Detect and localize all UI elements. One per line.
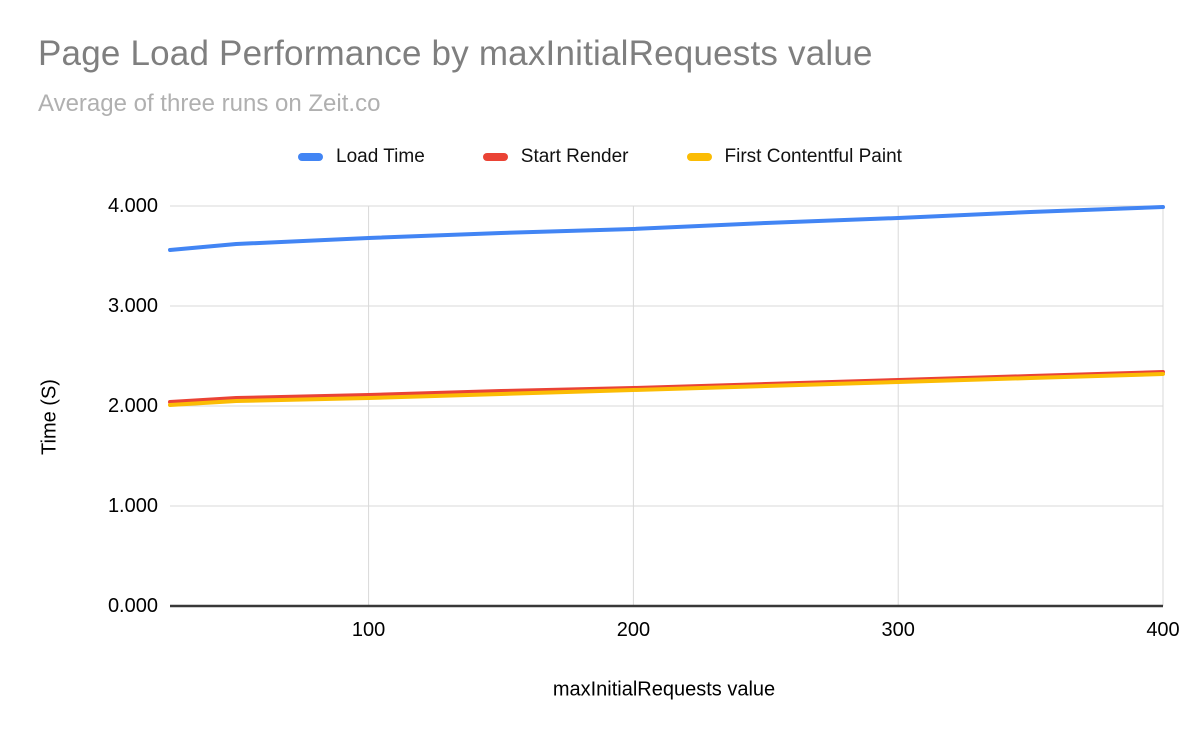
y-tick-label: 2.000 [107,395,158,417]
y-tick-label: 3.000 [107,295,158,317]
legend-item-start-render: Start Render [482,146,629,168]
chart-subtitle: Average of three runs on Zeit.co [38,90,381,117]
legend-item-first-contentful-paint: First Contentful Paint [686,146,902,168]
legend-label: Load Time [336,146,425,167]
start-render-swatch-icon [482,153,508,161]
legend-item-load-time: Load Time [298,146,425,168]
y-tick-label: 4.000 [107,195,158,217]
chart-title: Page Load Performance by maxInitialReque… [38,34,873,73]
legend: Load Time Start Render First Contentful … [0,143,1200,171]
y-tick-label: 1.000 [107,495,158,517]
y-tick-label: 0.000 [107,595,158,617]
legend-label: Start Render [520,146,629,167]
y-axis-title: Time (S) [38,379,61,455]
x-axis-title: maxInitialRequests value [552,678,776,701]
series-line-load-time [168,205,1165,252]
load-time-swatch-icon [298,153,324,161]
legend-label: First Contentful Paint [724,146,902,167]
x-tick-label: 400 [1146,619,1180,641]
first-contentful-paint-swatch-icon [686,153,712,161]
series-line-first-contentful-paint [168,372,1165,407]
x-tick-label: 300 [881,619,915,641]
x-tick-label: 200 [616,619,651,641]
x-tick-label: 100 [351,619,386,641]
